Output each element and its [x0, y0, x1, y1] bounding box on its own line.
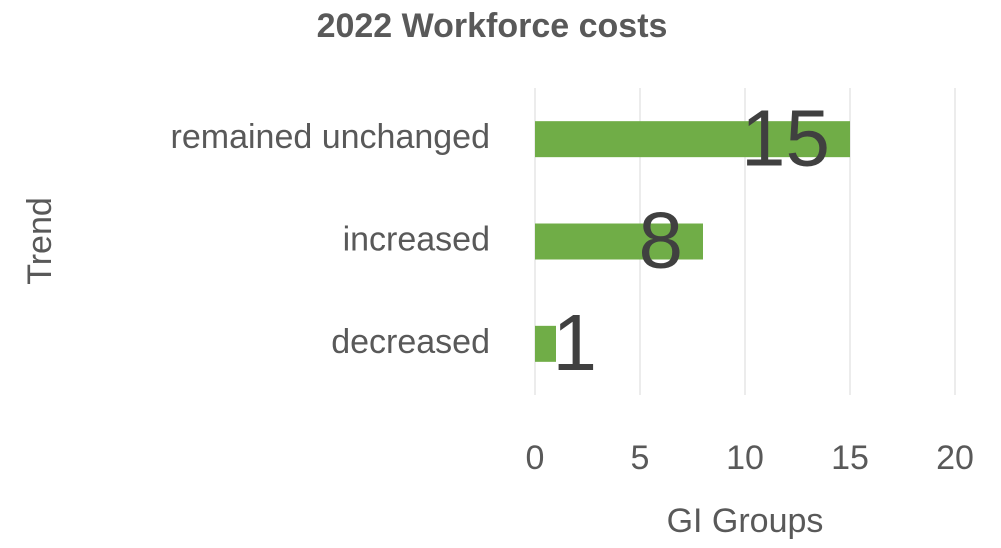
- y-axis-label: Trend: [21, 197, 59, 285]
- x-tick-label: 10: [726, 439, 764, 477]
- bar: [535, 223, 703, 260]
- data-label: 8: [639, 196, 684, 285]
- x-tick-label: 5: [631, 439, 650, 477]
- x-tick-label: 15: [831, 439, 869, 477]
- y-tick-label: increased: [343, 220, 490, 258]
- x-tick-label: 0: [526, 439, 545, 477]
- x-axis-label: GI Groups: [667, 502, 824, 540]
- data-label: 1: [553, 298, 598, 387]
- bar: [535, 121, 850, 158]
- x-tick-label: 20: [936, 439, 974, 477]
- y-tick-label: remained unchanged: [171, 118, 490, 156]
- data-label: 15: [741, 93, 830, 182]
- chart-title: 2022 Workforce costs: [317, 7, 668, 45]
- y-tick-label: decreased: [331, 323, 490, 361]
- bar: [535, 325, 556, 362]
